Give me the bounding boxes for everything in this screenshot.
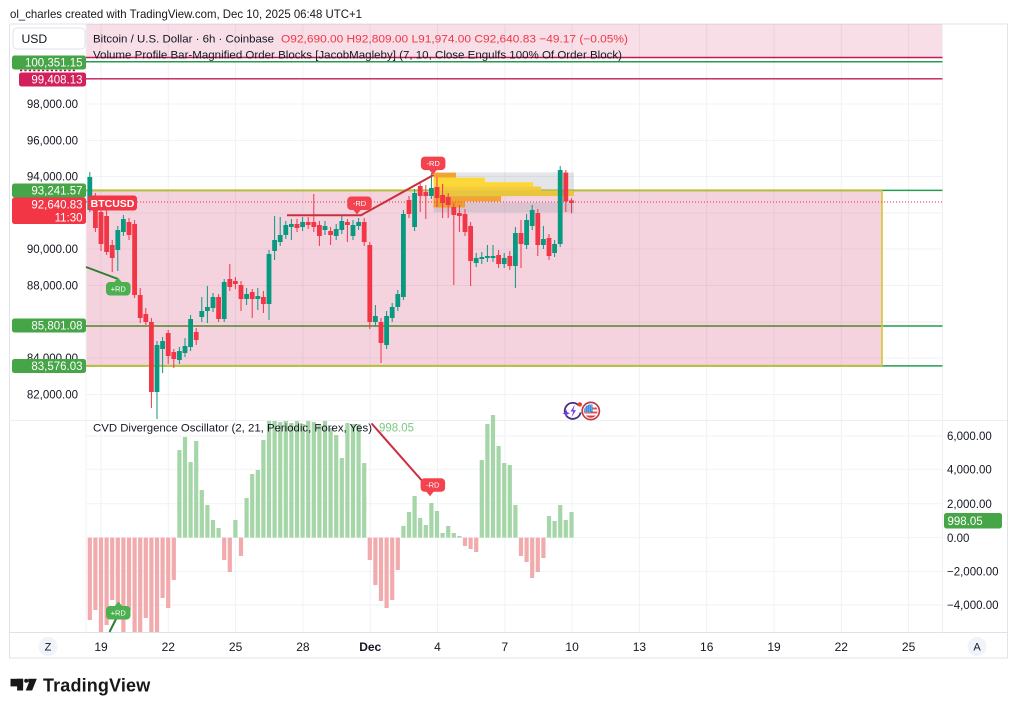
svg-text:CVD Divergence Oscillator (2,: CVD Divergence Oscillator (2, 21, Period… bbox=[93, 423, 372, 435]
svg-text:998.05: 998.05 bbox=[379, 421, 414, 435]
svg-text:7: 7 bbox=[501, 640, 508, 654]
svg-text:USD: USD bbox=[22, 32, 48, 46]
svg-text:Dec: Dec bbox=[359, 640, 381, 654]
svg-text:99,408.13: 99,408.13 bbox=[31, 75, 82, 87]
svg-text:BTCUSD: BTCUSD bbox=[91, 198, 135, 210]
svg-text:O92,690.00 H92,809.00 L91,97: O92,690.00 H92,809.00 L91,974.00 C92,640… bbox=[281, 34, 628, 46]
svg-text:92,640.83: 92,640.83 bbox=[31, 200, 82, 212]
svg-text:83,576.03: 83,576.03 bbox=[31, 361, 82, 373]
svg-text:10: 10 bbox=[565, 640, 579, 654]
svg-text:25: 25 bbox=[229, 640, 243, 654]
svg-text:Volume Profile Bar-Magnified O: Volume Profile Bar-Magnified Order Block… bbox=[93, 50, 622, 62]
svg-text:22: 22 bbox=[835, 640, 849, 654]
svg-text:998.05: 998.05 bbox=[948, 516, 983, 528]
svg-text:-RD: -RD bbox=[427, 159, 441, 168]
svg-text:0.00: 0.00 bbox=[947, 533, 969, 545]
svg-text:93,241.57: 93,241.57 bbox=[31, 186, 82, 198]
svg-text:90,000.00: 90,000.00 bbox=[27, 244, 78, 256]
svg-text:28: 28 bbox=[296, 640, 310, 654]
svg-text:Z: Z bbox=[45, 642, 52, 654]
svg-text:−2,000.00: −2,000.00 bbox=[947, 567, 998, 579]
svg-text:98,000.00: 98,000.00 bbox=[27, 99, 78, 111]
svg-text:100,351.15: 100,351.15 bbox=[25, 58, 83, 70]
svg-text:96,000.00: 96,000.00 bbox=[27, 136, 78, 148]
svg-text:13: 13 bbox=[633, 640, 647, 654]
svg-text:Bitcoin / U.S. Dollar · 6h · C: Bitcoin / U.S. Dollar · 6h · Coinbase bbox=[93, 34, 274, 46]
svg-text:+RD: +RD bbox=[111, 609, 127, 618]
svg-text:11:30: 11:30 bbox=[55, 213, 83, 225]
svg-text:82,000.00: 82,000.00 bbox=[27, 390, 78, 402]
svg-text:88,000.00: 88,000.00 bbox=[27, 281, 78, 293]
svg-text:94,000.00: 94,000.00 bbox=[27, 172, 78, 184]
svg-text:TradingView: TradingView bbox=[43, 676, 151, 696]
svg-text:A: A bbox=[973, 642, 981, 654]
svg-text:-RD: -RD bbox=[426, 481, 440, 490]
svg-text:ol_charles created with Tradin: ol_charles created with TradingView.com,… bbox=[10, 7, 362, 21]
svg-text:19: 19 bbox=[767, 640, 781, 654]
svg-text:25: 25 bbox=[902, 640, 916, 654]
svg-text:16: 16 bbox=[700, 640, 714, 654]
svg-text:22: 22 bbox=[162, 640, 176, 654]
svg-text:6,000.00: 6,000.00 bbox=[947, 431, 992, 443]
svg-text:+RD: +RD bbox=[111, 285, 127, 294]
svg-text:4,000.00: 4,000.00 bbox=[947, 465, 992, 477]
svg-text:4: 4 bbox=[434, 640, 441, 654]
svg-text:2,000.00: 2,000.00 bbox=[947, 499, 992, 511]
svg-text:85,801.08: 85,801.08 bbox=[31, 321, 82, 333]
svg-text:-RD: -RD bbox=[353, 199, 367, 208]
svg-text:−4,000.00: −4,000.00 bbox=[947, 600, 998, 612]
svg-text:19: 19 bbox=[94, 640, 108, 654]
